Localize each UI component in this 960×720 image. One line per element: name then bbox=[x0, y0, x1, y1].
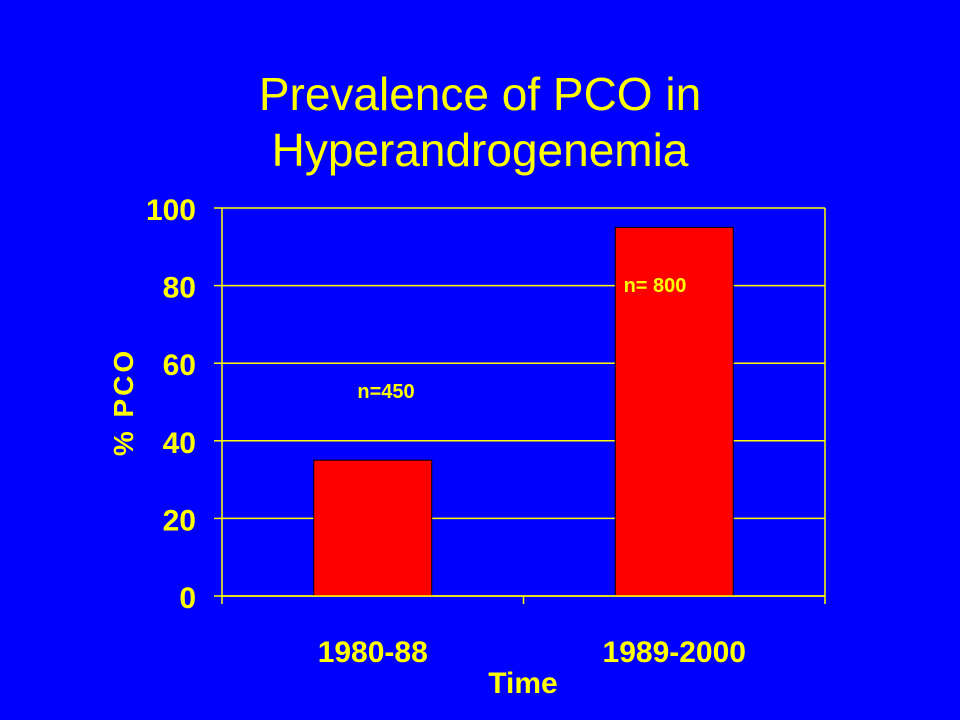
slide-title-line-2: Hyperandrogenemia bbox=[271, 124, 689, 176]
y-tick-label: 20 bbox=[163, 504, 196, 537]
x-tick-label: 1989-2000 bbox=[603, 636, 746, 669]
slide-title: Prevalence of PCO in Hyperandrogenemia bbox=[0, 66, 960, 178]
gridlines bbox=[222, 207, 825, 597]
bar bbox=[614, 226, 734, 597]
y-tick-label: 40 bbox=[163, 427, 196, 460]
y-tick-label: 0 bbox=[179, 582, 196, 615]
y-tick-label: 80 bbox=[163, 272, 196, 305]
y-tick-label: 100 bbox=[146, 194, 196, 227]
labels: 0 20 40 60 80 100 1980-88 1989-2000 n=450 n= 800 T… bbox=[108, 194, 746, 700]
x-tick-label: 1980-88 bbox=[318, 636, 428, 669]
slide-title-line-1: Prevalence of PCO in bbox=[258, 68, 702, 120]
y-axis-title: % PCO bbox=[108, 348, 139, 456]
bars bbox=[313, 226, 734, 597]
y-tick-label: 60 bbox=[163, 349, 196, 382]
bar bbox=[313, 459, 433, 597]
bar-annotation: n=450 bbox=[357, 381, 414, 403]
axes bbox=[214, 207, 826, 604]
x-axis-title: Time bbox=[488, 667, 557, 700]
bar-annotation: n= 800 bbox=[624, 275, 687, 297]
